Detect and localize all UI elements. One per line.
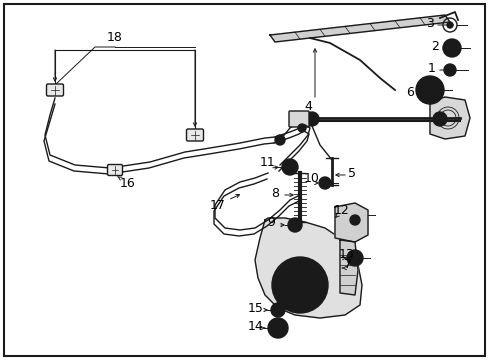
Text: 11: 11 [260,156,275,168]
Text: 4: 4 [304,99,311,113]
Text: 8: 8 [270,186,279,199]
Circle shape [420,81,438,99]
Text: 13: 13 [339,248,354,261]
Text: 5: 5 [347,166,355,180]
Circle shape [272,323,283,333]
Circle shape [432,112,446,126]
Text: 10: 10 [304,171,319,185]
Text: 12: 12 [333,203,349,216]
Text: 9: 9 [266,216,274,229]
Circle shape [305,112,318,126]
Polygon shape [339,240,357,295]
Text: 6: 6 [405,86,413,99]
Circle shape [282,159,297,175]
Text: 7: 7 [343,258,351,271]
Polygon shape [429,97,469,139]
Circle shape [446,22,452,28]
Polygon shape [269,15,449,42]
Text: 15: 15 [247,302,264,315]
Polygon shape [254,218,361,318]
Circle shape [346,250,362,266]
Circle shape [297,124,305,132]
Circle shape [415,76,443,104]
Circle shape [318,177,330,189]
Circle shape [443,64,455,76]
Circle shape [271,257,327,313]
Circle shape [285,163,293,171]
Circle shape [442,39,460,57]
FancyBboxPatch shape [288,111,308,127]
Text: 16: 16 [120,176,136,189]
Text: 3: 3 [425,17,433,30]
Text: 17: 17 [210,198,225,212]
Circle shape [267,318,287,338]
Polygon shape [334,203,367,242]
Text: 1: 1 [427,62,435,75]
Circle shape [282,267,317,303]
Text: 14: 14 [247,320,264,333]
Text: 18: 18 [107,31,122,44]
FancyBboxPatch shape [107,165,122,176]
Circle shape [287,218,302,232]
FancyBboxPatch shape [186,129,203,141]
FancyBboxPatch shape [46,84,63,96]
Text: 2: 2 [430,40,438,53]
Circle shape [349,215,359,225]
Circle shape [270,303,285,317]
Circle shape [274,135,285,145]
